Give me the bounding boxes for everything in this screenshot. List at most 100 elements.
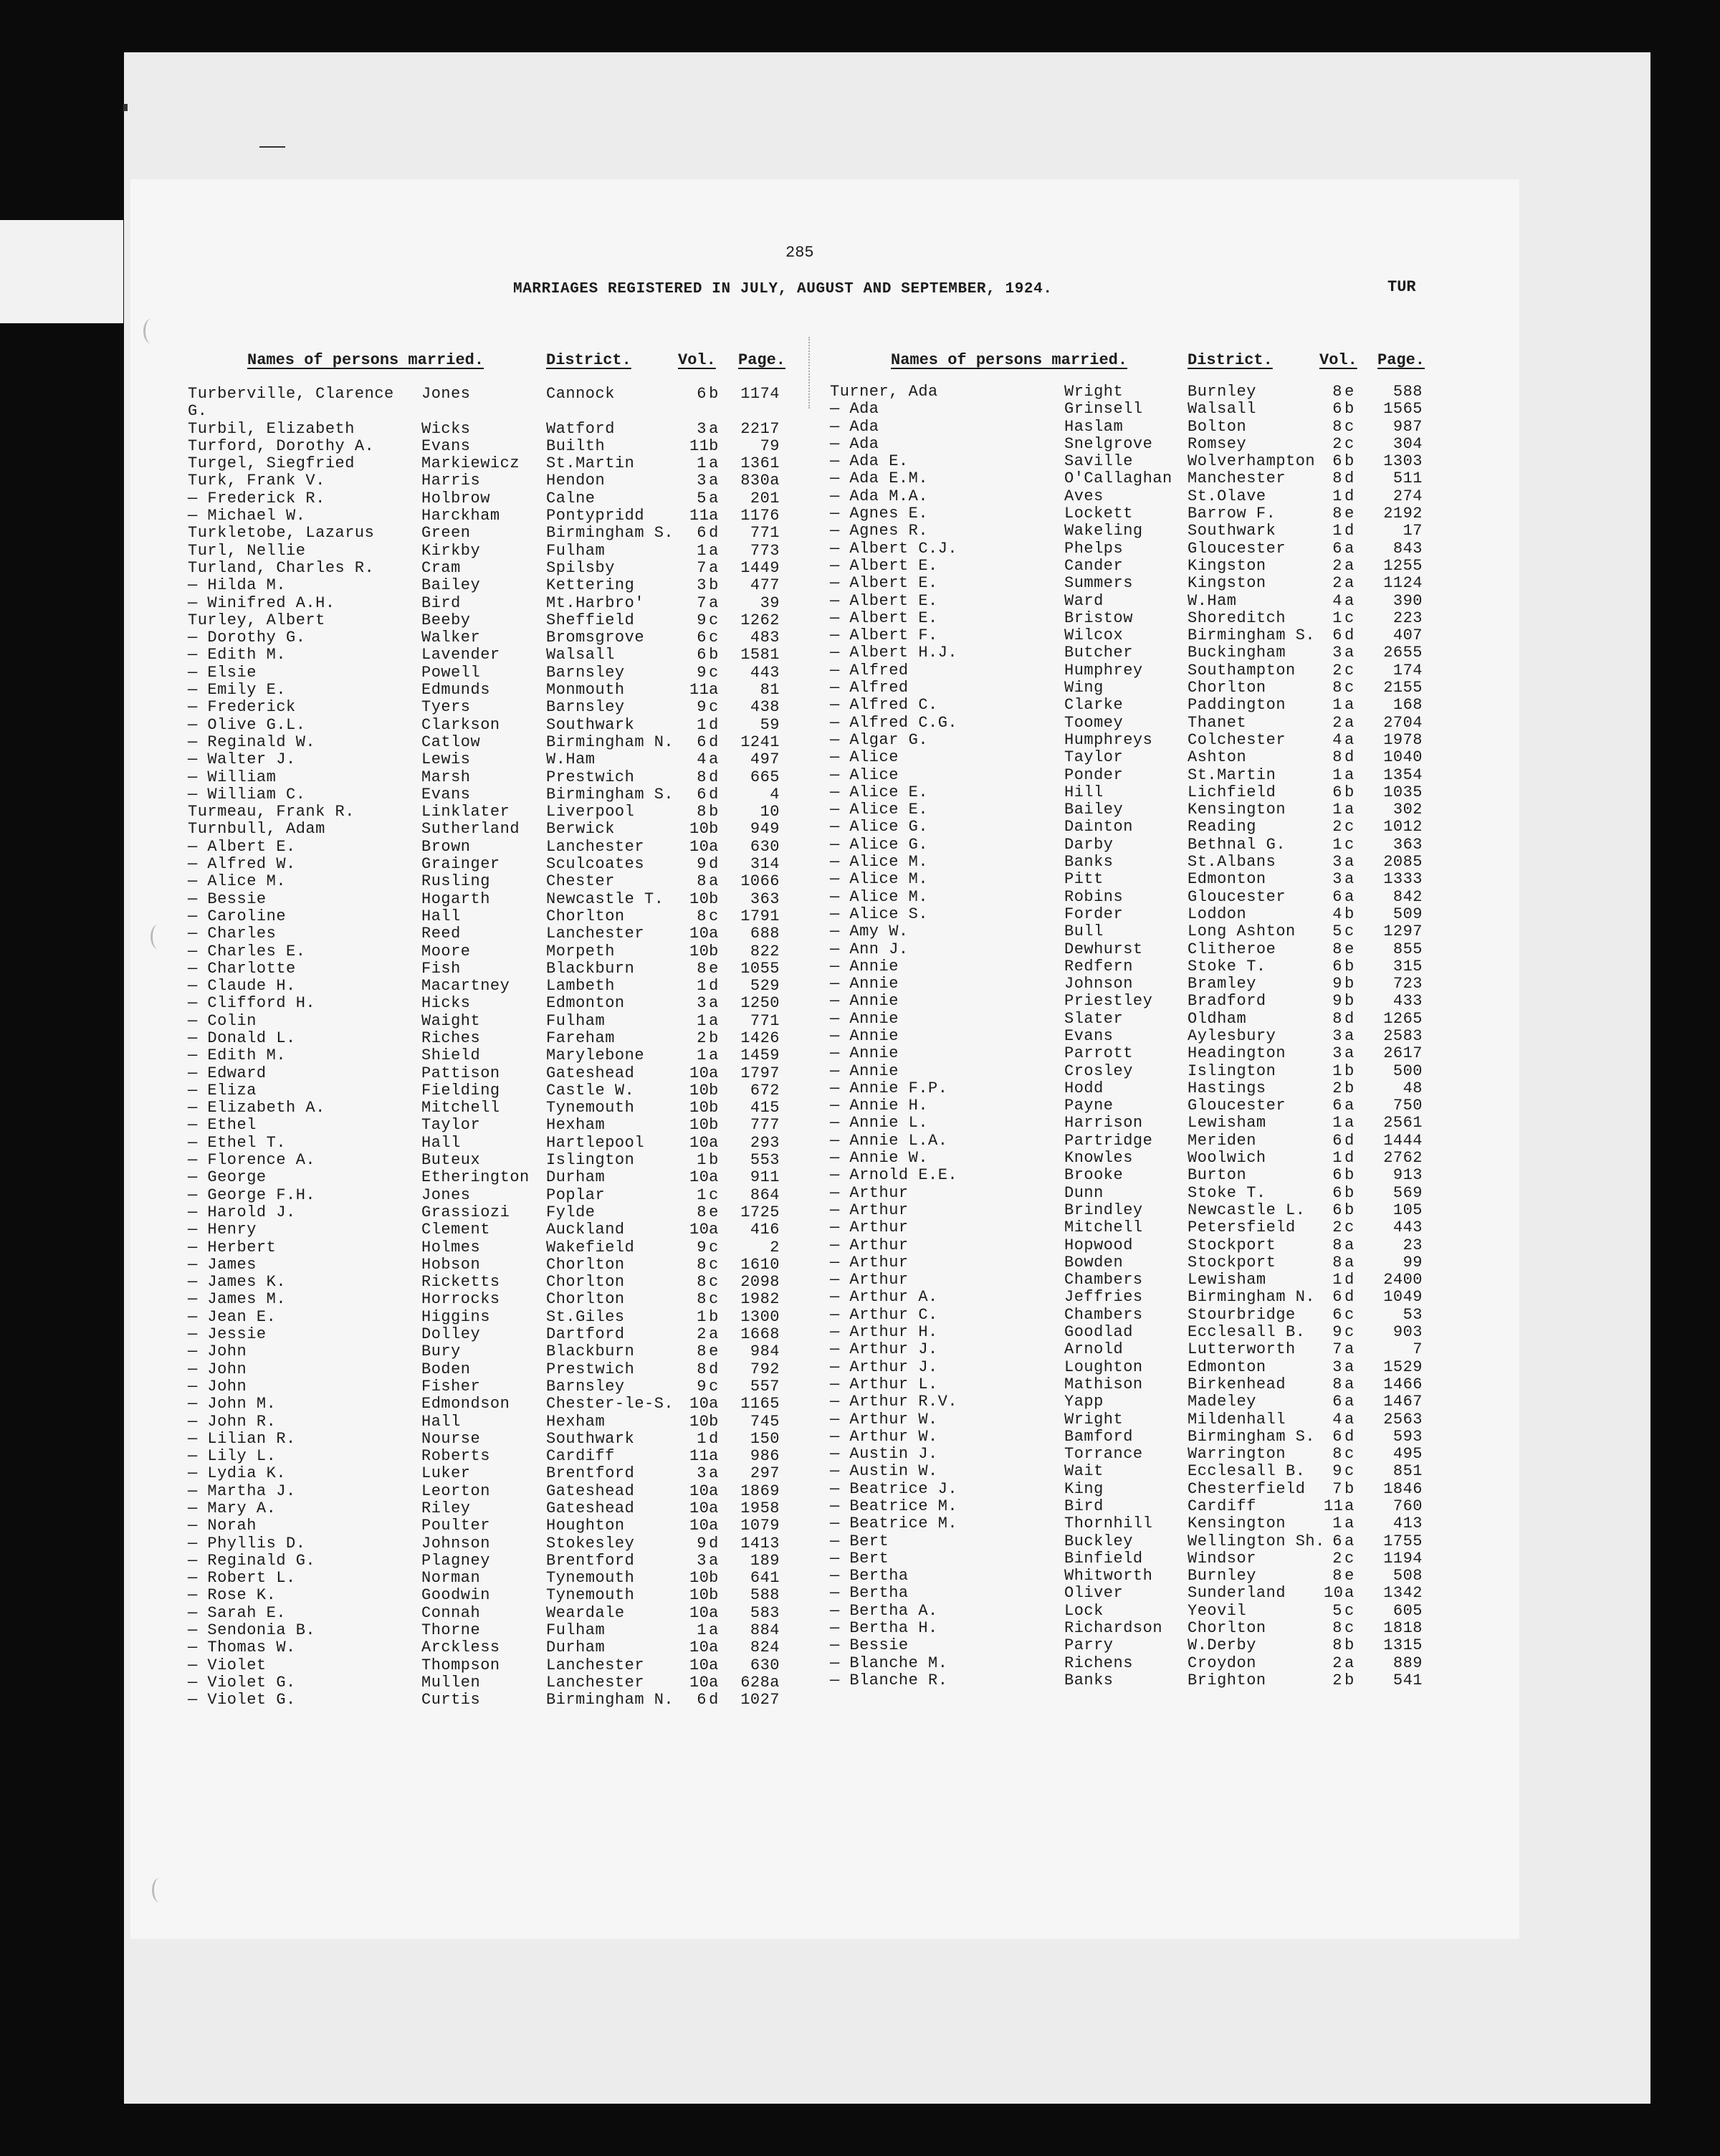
page-ref: 302 bbox=[1392, 801, 1423, 819]
district: Barnsley bbox=[546, 1377, 625, 1396]
volume-part: a bbox=[1344, 1097, 1354, 1115]
volume: 11 bbox=[1324, 1497, 1344, 1515]
person-name: — Walter J. bbox=[188, 750, 296, 769]
spouse-surname: Etherington bbox=[421, 1168, 530, 1187]
spouse-surname: Lewis bbox=[421, 750, 471, 769]
person-name: — John R. bbox=[188, 1412, 277, 1431]
register-entry: — John M. Edmondson Chester-le-S. 10 a 1165 bbox=[188, 1395, 780, 1413]
volume-part: b bbox=[709, 1099, 719, 1117]
volume-part: a bbox=[709, 1482, 719, 1500]
volume-part: a bbox=[709, 1447, 719, 1466]
volume: 4 bbox=[697, 750, 707, 769]
register-entry: — Bert Buckley Wellington Sh. 6 a 1755 bbox=[830, 1532, 1423, 1550]
spouse-surname: Bailey bbox=[1064, 801, 1124, 819]
district: Lanchester bbox=[546, 1656, 645, 1674]
district: Edmonton bbox=[1188, 870, 1266, 889]
district: Castle W. bbox=[546, 1081, 635, 1100]
spouse-surname: Fielding bbox=[421, 1081, 500, 1100]
volume-part: c bbox=[709, 1377, 719, 1396]
district: Cardiff bbox=[546, 1447, 615, 1466]
person-name: — Lilian R. bbox=[188, 1429, 296, 1448]
spouse-surname: Banks bbox=[1064, 1671, 1114, 1689]
volume: 3 bbox=[697, 576, 707, 595]
volume: 6 bbox=[1332, 957, 1342, 976]
page-ref: 1040 bbox=[1383, 748, 1423, 767]
page-ref: 688 bbox=[750, 925, 780, 943]
person-name: — Beatrice J. bbox=[830, 1479, 958, 1498]
district: Auckland bbox=[546, 1221, 625, 1239]
spouse-surname: Oliver bbox=[1064, 1584, 1124, 1603]
person-name: — Ethel bbox=[188, 1116, 257, 1135]
page-ref: 864 bbox=[750, 1186, 780, 1204]
page-ref: 2098 bbox=[740, 1273, 780, 1292]
district: Poplar bbox=[546, 1186, 606, 1204]
spouse-surname: Taylor bbox=[421, 1116, 481, 1135]
page-ref: 553 bbox=[750, 1151, 780, 1170]
volume-part: a bbox=[1344, 1358, 1354, 1376]
district: St.Olave bbox=[1188, 487, 1266, 505]
district: Spilsby bbox=[546, 558, 615, 577]
register-entry: — Arthur Chambers Lewisham 1 d 2400 bbox=[830, 1271, 1423, 1289]
person-name: — Arthur J. bbox=[830, 1340, 938, 1359]
page-ref: 529 bbox=[750, 977, 780, 996]
volume: 2 bbox=[1332, 1218, 1342, 1237]
spouse-surname: Saville bbox=[1064, 452, 1133, 471]
volume: 2 bbox=[1332, 574, 1342, 593]
district: Croydon bbox=[1188, 1654, 1256, 1672]
spouse-surname: Yapp bbox=[1064, 1393, 1104, 1411]
volume: 6 bbox=[1332, 400, 1342, 419]
district: W.Ham bbox=[1188, 591, 1237, 610]
person-name: — Claude H. bbox=[188, 977, 296, 996]
volume-part: a bbox=[709, 1673, 719, 1692]
person-name: — Florence A. bbox=[188, 1151, 316, 1170]
page-ref: 842 bbox=[1392, 887, 1423, 906]
volume: 9 bbox=[697, 855, 707, 874]
volume: 1 bbox=[697, 1307, 707, 1326]
person-name: — Violet G. bbox=[188, 1673, 296, 1692]
district: Fareham bbox=[546, 1029, 615, 1047]
district: Tynemouth bbox=[546, 1586, 635, 1605]
volume: 1 bbox=[1332, 1114, 1342, 1132]
page-ref: 477 bbox=[750, 576, 780, 595]
district: Sculcoates bbox=[546, 855, 645, 874]
person-name: Turnbull, Adam bbox=[188, 820, 325, 839]
register-entry: Turgel, Siegfried Markiewicz St.Martin 1 a 13… bbox=[188, 454, 780, 472]
district: Chorlton bbox=[1188, 679, 1266, 697]
volume: 10 bbox=[689, 820, 710, 839]
volume-part: a bbox=[709, 593, 719, 612]
volume-part: a bbox=[1344, 765, 1354, 784]
register-entry: — Jessie Dolley Dartford 2 a 1668 bbox=[188, 1325, 780, 1344]
volume: 10 bbox=[689, 1221, 710, 1239]
person-name: — Rose K. bbox=[188, 1586, 277, 1605]
district: Gateshead bbox=[546, 1064, 635, 1082]
page-ref: 2 bbox=[770, 1238, 780, 1256]
spouse-surname: Brooke bbox=[1064, 1166, 1124, 1185]
spouse-surname: Grassiozi bbox=[421, 1203, 510, 1221]
page-ref: 1315 bbox=[1383, 1636, 1423, 1655]
register-entry: — Beatrice J. King Chesterfield 7 b 1846 bbox=[830, 1479, 1423, 1498]
volume: 2 bbox=[1332, 1079, 1342, 1097]
volume-part: e bbox=[1344, 940, 1354, 958]
person-name: — Alice G. bbox=[830, 818, 929, 836]
volume-part: a bbox=[709, 1325, 719, 1344]
register-entry: — Donald L. Riches Fareham 2 b 1426 bbox=[188, 1029, 780, 1047]
spouse-surname: Powell bbox=[421, 663, 481, 682]
district: Southwark bbox=[1188, 522, 1276, 540]
register-entry: — Colin Waight Fulham 1 a 771 bbox=[188, 1012, 780, 1030]
district: Birmingham S. bbox=[546, 524, 674, 543]
volume-part: a bbox=[709, 1221, 719, 1239]
person-name: — Edith M. bbox=[188, 646, 287, 664]
page-ref: 1755 bbox=[1383, 1532, 1423, 1550]
volume: 6 bbox=[1332, 1201, 1342, 1219]
spouse-surname: Riley bbox=[421, 1499, 471, 1517]
volume-part: b bbox=[709, 1307, 719, 1326]
person-name: — Harold J. bbox=[188, 1203, 296, 1221]
district: Stockport bbox=[1188, 1236, 1276, 1254]
page-ref: 390 bbox=[1392, 591, 1423, 610]
person-name: — Bert bbox=[830, 1549, 889, 1568]
page-ref: 949 bbox=[750, 820, 780, 839]
register-entry: — Beatrice M. Thornhill Kensington 1 a 413 bbox=[830, 1515, 1423, 1532]
volume-part: b bbox=[1344, 1201, 1354, 1219]
person-name: — Albert C.J. bbox=[830, 539, 958, 558]
person-name: — Sarah E. bbox=[188, 1603, 287, 1622]
